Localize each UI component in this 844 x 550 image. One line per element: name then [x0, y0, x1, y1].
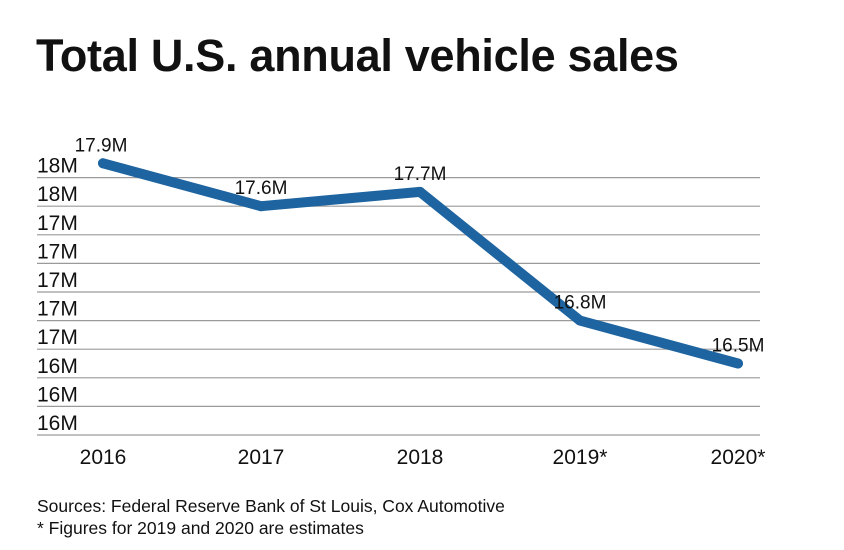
data-point: [256, 201, 266, 212]
data-label: 17.9M: [75, 135, 128, 156]
y-tick-label: 16M: [37, 355, 78, 378]
y-tick-label: 18M: [37, 155, 78, 178]
sources-note: Sources: Federal Reserve Bank of St Loui…: [37, 496, 505, 516]
y-tick-label: 18M: [37, 183, 78, 206]
x-tick-label: 2019*: [553, 446, 608, 469]
x-tick-label: 2020*: [711, 446, 766, 469]
estimates-note: * Figures for 2019 and 2020 are estimate…: [37, 518, 364, 538]
y-tick-label: 17M: [37, 240, 78, 263]
chart-title: Total U.S. annual vehicle sales: [36, 30, 679, 81]
data-point: [415, 186, 425, 197]
data-label: 17.7M: [394, 164, 447, 185]
data-point: [575, 315, 585, 326]
data-label: 16.5M: [712, 336, 765, 357]
data-label: 16.8M: [554, 293, 607, 314]
x-tick-label: 2017: [238, 446, 285, 469]
data-label: 17.6M: [235, 178, 288, 199]
data-point: [98, 158, 108, 169]
y-tick-label: 16M: [37, 412, 78, 435]
line-chart: 16M 16M 16M 17M 17M 17M 17M 17M 18M 18M 2016 2017 20…: [37, 135, 766, 469]
x-tick-label: 2018: [397, 446, 444, 469]
x-tick-label: 2016: [80, 446, 127, 469]
y-tick-label: 17M: [37, 269, 78, 292]
data-point: [733, 358, 743, 369]
y-tick-label: 17M: [37, 326, 78, 349]
y-tick-label: 17M: [37, 212, 78, 235]
y-tick-label: 16M: [37, 383, 78, 406]
y-tick-label: 17M: [37, 298, 78, 321]
